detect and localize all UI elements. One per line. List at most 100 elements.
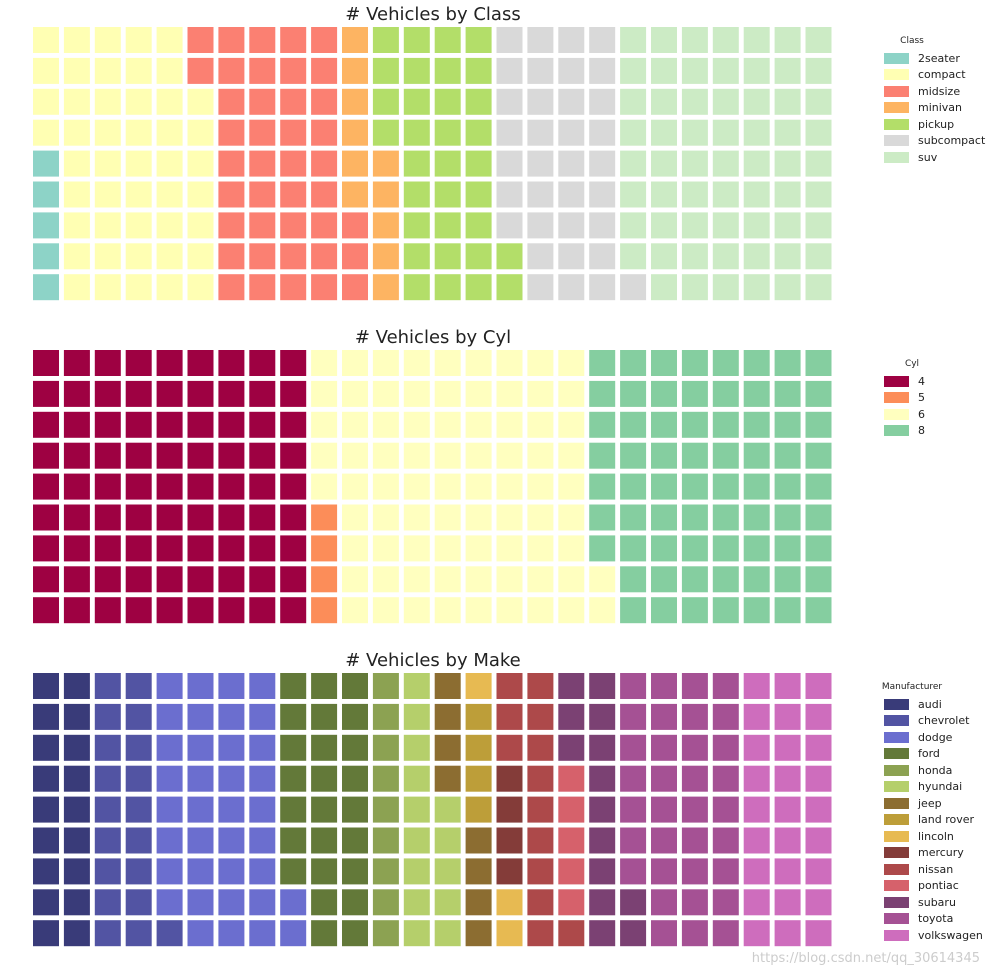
waffle-cell-4 (94, 411, 121, 438)
waffle-cell-8 (589, 411, 616, 438)
waffle-cell-mercury (496, 765, 523, 792)
waffle-cell-6 (403, 535, 430, 562)
waffle-cell-8 (712, 535, 739, 562)
waffle-cell-toyota (712, 765, 739, 792)
waffle-cell-compact (156, 119, 183, 146)
waffle-cell-minivan (342, 88, 368, 115)
waffle-cell-6 (434, 350, 461, 376)
waffle-cell-dodge (156, 734, 183, 761)
waffle-cell-suv (651, 88, 677, 115)
waffle-cell-audi (63, 858, 90, 885)
waffle-cell-suv (620, 88, 647, 115)
waffle-cell-toyota (620, 703, 647, 730)
waffle-cell-6 (372, 535, 399, 562)
waffle-cell-toyota (712, 858, 739, 885)
waffle-cell-midsize (249, 274, 276, 301)
waffle-cell-6 (527, 380, 554, 407)
legend-label: honda (918, 763, 953, 777)
waffle-cell-suv (620, 27, 647, 53)
waffle-cell-land-rover (465, 703, 492, 730)
waffle-cell-suv (743, 27, 770, 53)
waffle-cell-midsize (218, 88, 245, 115)
waffle-cell-toyota (651, 889, 677, 916)
waffle-cell-subcompact (527, 119, 554, 146)
waffle-cell-6 (342, 350, 368, 376)
waffle-cell-pickup (434, 274, 461, 301)
waffle-cell-dodge (280, 889, 307, 916)
waffle-cell-subcompact (558, 57, 585, 84)
waffle-cell-pickup (465, 119, 492, 146)
waffle-cell-4 (187, 411, 214, 438)
waffle-cell-pickup (434, 181, 461, 208)
waffle-cell-6 (527, 473, 554, 500)
waffle-cell-midsize (311, 181, 338, 208)
waffle-cell-4 (249, 535, 276, 562)
waffle-cell-dodge (156, 796, 183, 823)
waffle-cell-pickup (465, 274, 492, 301)
legend-label: 6 (918, 407, 925, 421)
waffle-cell-4 (125, 442, 152, 469)
waffle-cell-6 (403, 442, 430, 469)
legend-item: compact (884, 67, 985, 84)
waffle-cell-subaru (589, 796, 616, 823)
waffle-cell-4 (280, 350, 307, 376)
waffle-cell-suv (651, 243, 677, 270)
legend-label: volkswagen (918, 928, 983, 942)
waffle-cell-pontiac (558, 858, 585, 885)
waffle-cell-6 (372, 350, 399, 376)
waffle-cell-6 (372, 442, 399, 469)
waffle-cell-8 (589, 442, 616, 469)
waffle-cell-4 (63, 442, 90, 469)
waffle-cell-dodge (218, 796, 245, 823)
waffle-cell-audi (33, 858, 59, 885)
waffle-cell-subcompact (558, 181, 585, 208)
waffle-cell-toyota (681, 703, 708, 730)
waffle-cell-ford (311, 889, 338, 916)
waffle-cell-4 (218, 380, 245, 407)
waffle-cell-pickup (434, 88, 461, 115)
waffle-cell-8 (681, 535, 708, 562)
waffle-cell-ford (342, 673, 368, 699)
legend-label: pontiac (918, 879, 959, 893)
legend-swatch (884, 425, 909, 437)
waffle-cell-6 (403, 504, 430, 531)
waffle-cell-8 (651, 411, 677, 438)
waffle-cell-subcompact (496, 119, 523, 146)
waffle-cell-midsize (311, 150, 338, 177)
waffle-cell-subcompact (527, 243, 554, 270)
waffle-cell-subcompact (527, 57, 554, 84)
waffle-cell-suv (743, 181, 770, 208)
waffle-cell-ford (280, 703, 307, 730)
waffle-cell-4 (125, 411, 152, 438)
waffle-cell-6 (527, 442, 554, 469)
waffle-cell-honda (372, 703, 399, 730)
waffle-cell-audi (63, 889, 90, 916)
waffle-cell-8 (589, 380, 616, 407)
waffle-cell-suv (712, 150, 739, 177)
waffle-cell-pickup (465, 212, 492, 239)
waffle-cell-hyundai (403, 920, 430, 947)
legend-label: dodge (918, 730, 953, 744)
legend-label: subcompact (918, 134, 986, 148)
waffle-cell-suv (743, 88, 770, 115)
waffle-cell-volkswagen (774, 827, 801, 854)
waffle-cell-8 (681, 411, 708, 438)
waffle-cell-8 (651, 504, 677, 531)
legend-label: midsize (918, 84, 961, 98)
waffle-cell-hyundai (434, 827, 461, 854)
waffle-cell-4 (249, 473, 276, 500)
waffle-cell-8 (651, 442, 677, 469)
waffle-cell-dodge (218, 734, 245, 761)
waffle-cell-nissan (527, 889, 554, 916)
waffle-cell-compact (63, 27, 90, 53)
waffle-cell-4 (63, 473, 90, 500)
waffle-cell-volkswagen (774, 920, 801, 947)
waffle-cell-suv (620, 181, 647, 208)
waffle-cell-compact (33, 88, 59, 115)
waffle-cell-6 (496, 411, 523, 438)
waffle-cell-8 (651, 597, 677, 624)
waffle-cell-minivan (372, 274, 399, 301)
legend-label: toyota (918, 912, 954, 926)
waffle-cell-compact (33, 27, 59, 53)
legend-swatch (884, 151, 909, 163)
